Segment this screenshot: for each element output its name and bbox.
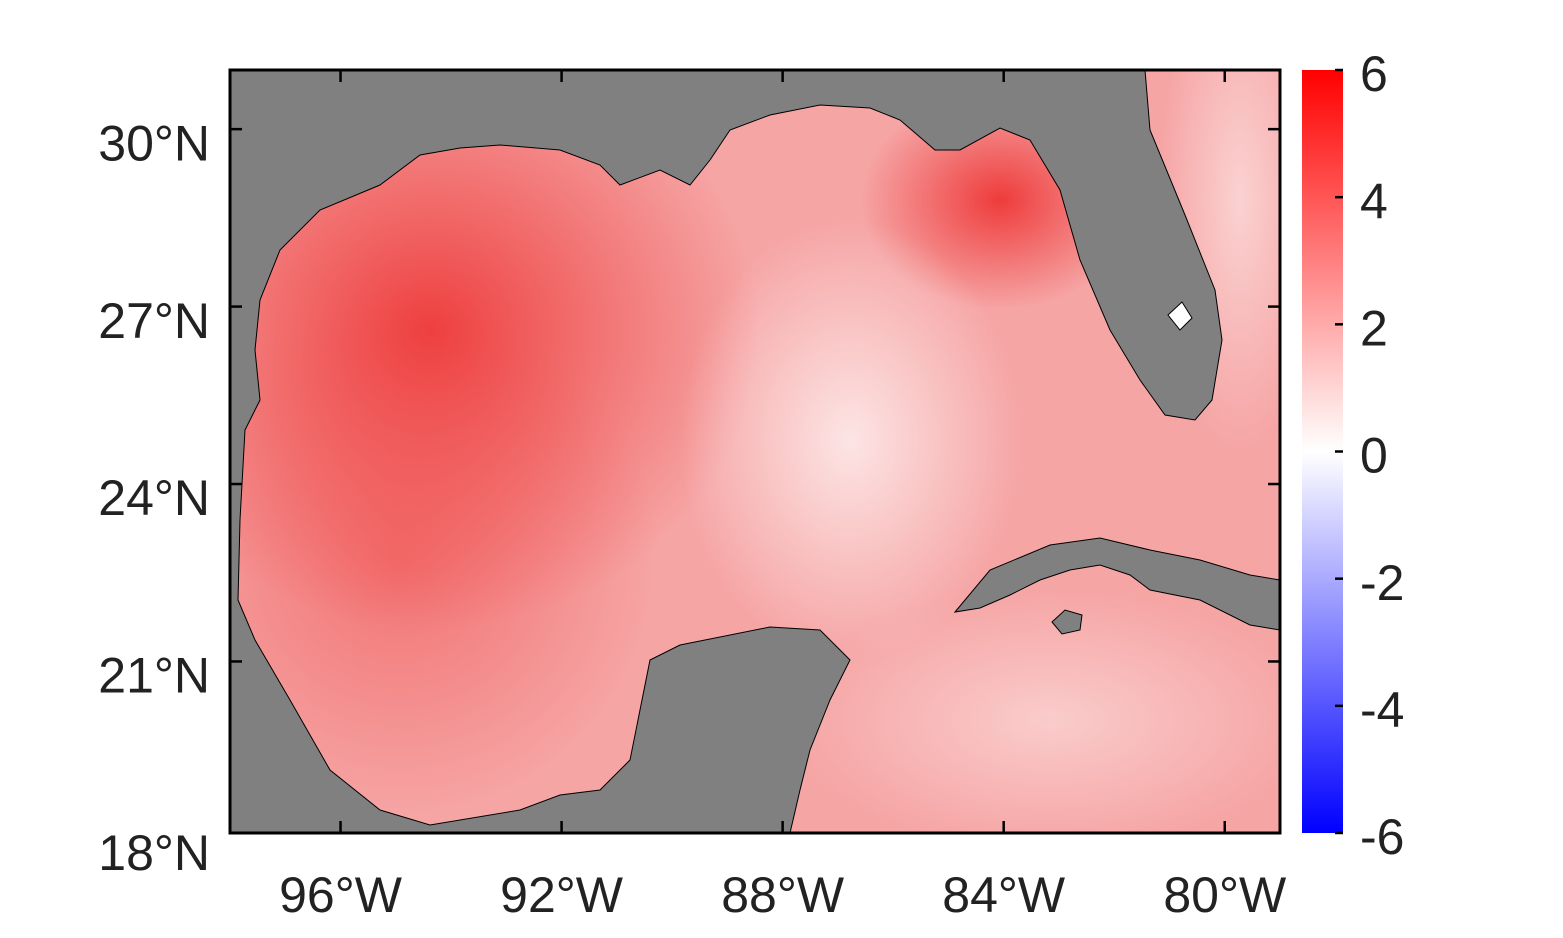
x-tick-label: 96°W [279, 867, 403, 923]
land-north-america [230, 70, 1223, 833]
y-tick-label: 21°N [98, 648, 210, 704]
colorbar-tick-label: 6 [1360, 46, 1388, 102]
colorbar-tick-label: -6 [1360, 809, 1404, 865]
colorbar-tick-label: 2 [1360, 301, 1388, 357]
y-tick-label: 24°N [98, 470, 210, 526]
land-cuba [953, 537, 1280, 631]
sea-shading [790, 590, 1280, 833]
plot-frame [228, 68, 1282, 835]
sea-shading [230, 300, 660, 820]
x-tick-label: 80°W [1163, 867, 1287, 923]
land-isla-juventud [1051, 609, 1083, 635]
y-tick-label: 27°N [98, 293, 210, 349]
y-tick-label: 30°N [98, 115, 210, 171]
lake-okeechobee [1167, 301, 1193, 331]
x-tick-label: 92°W [500, 867, 624, 923]
y-tick-label: 18°N [98, 825, 210, 881]
x-tick-label: 84°W [942, 867, 1066, 923]
map-field [230, 70, 1280, 833]
colorbar-tick-label: -2 [1360, 555, 1404, 611]
colorbar-tick-label: 4 [1360, 173, 1388, 229]
colorbar-tick-label: -4 [1360, 682, 1404, 738]
colorbar-tick-label: 0 [1360, 428, 1388, 484]
sea-shading [680, 220, 1020, 660]
x-tick-label: 88°W [721, 867, 845, 923]
